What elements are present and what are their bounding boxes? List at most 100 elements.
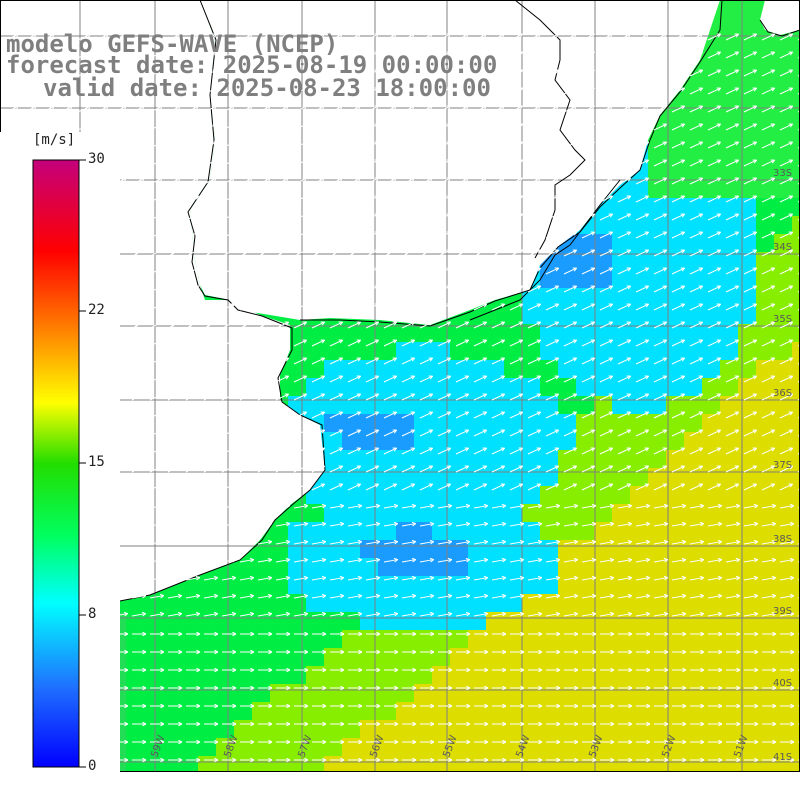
wind-cell [648,648,666,666]
wind-cell [234,720,252,738]
wind-cell [792,504,800,522]
wind-cell [558,702,576,720]
wind-cell [720,90,738,108]
wind-cell [648,630,666,648]
wind-cell [792,684,800,702]
wind-cell [252,648,270,666]
wind-cell [792,468,800,486]
wind-cell [342,630,360,648]
wind-cell [792,324,800,342]
wind-cell [306,702,324,720]
wind-cell [792,738,800,756]
wind-cell [414,720,432,738]
wind-cell [126,648,144,666]
wind-cell [630,684,648,702]
wind-cell [144,630,162,648]
lat-label: 33S [773,168,792,179]
colorbar-tick-8: 8 [88,606,97,622]
wind-cell [774,54,792,72]
wind-cell [270,738,288,756]
wind-cell [306,684,324,702]
wind-cell [792,342,800,360]
valid-date: valid date: 2025-08-23 18:00:00 [43,74,491,102]
wind-cell [270,648,288,666]
wind-cell [756,702,774,720]
wind-cell [576,630,594,648]
wind-cell [396,702,414,720]
wind-cell [522,702,540,720]
wind-cell [324,720,342,738]
wind-cell [720,720,738,738]
wind-cell [792,594,800,612]
wind-cell [234,702,252,720]
wind-cell [738,18,756,36]
wind-cell [666,702,684,720]
wind-cell [702,720,720,738]
wind-cell [720,54,738,72]
wind-cell [702,630,720,648]
lat-label: 35S [773,314,792,325]
colorbar-unit: [m/s] [33,132,76,148]
wind-cell [720,18,738,36]
wind-cell [450,702,468,720]
wind-cell [342,720,360,738]
wind-cell [558,720,576,738]
wind-cell [792,252,800,270]
wind-cell [576,684,594,702]
wind-cell [270,684,288,702]
wind-cell [486,684,504,702]
wind-cell [378,666,396,684]
wind-cell [774,72,792,90]
wind-cell [702,648,720,666]
wind-cell [324,666,342,684]
wind-cell [558,648,576,666]
wind-cell [126,720,144,738]
wind-cell [576,720,594,738]
wind-cell [774,90,792,108]
colorbar-tick-22: 22 [88,302,105,318]
wind-cell [540,738,558,756]
wind-cell [486,738,504,756]
wind-cell [666,666,684,684]
wind-cell [594,666,612,684]
wind-cell [180,720,198,738]
wind-cell [180,648,198,666]
wind-cell [378,684,396,702]
wind-cell [792,270,800,288]
wind-cell [396,630,414,648]
lat-label: 37S [773,460,792,471]
wind-cell [756,72,774,90]
wind-cell [756,666,774,684]
wind-cell [414,648,432,666]
wind-cell [792,54,800,72]
wind-cell [216,684,234,702]
wind-cell [414,666,432,684]
wind-cell [126,666,144,684]
wind-cell [486,702,504,720]
wind-cell [558,684,576,702]
wind-cell [792,288,800,306]
wind-cell [252,666,270,684]
wind-cell [288,702,306,720]
wind-cell [162,702,180,720]
wind-cell [612,666,630,684]
wind-cell [144,684,162,702]
wind-cell [468,738,486,756]
wind-cell [378,648,396,666]
wind-cell [378,702,396,720]
wind-cell [792,432,800,450]
wind-cell [594,630,612,648]
wind-cell [792,630,800,648]
wind-cell [792,540,800,558]
wind-cell [720,630,738,648]
wind-cell [684,666,702,684]
wind-cell [792,450,800,468]
wind-cell [630,738,648,756]
wind-cell [738,0,756,18]
wind-cell [324,738,342,756]
wind-cell [180,738,198,756]
wind-cell [594,702,612,720]
wind-cell [774,630,792,648]
wind-cell [684,90,702,108]
wind-cell [648,702,666,720]
